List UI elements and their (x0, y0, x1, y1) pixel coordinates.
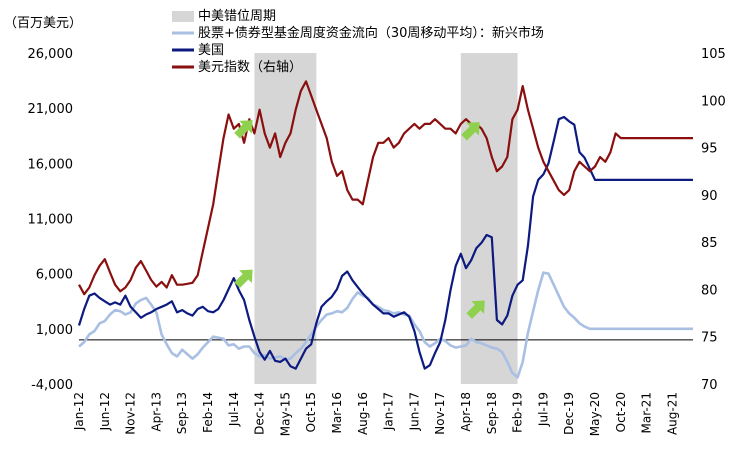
left-tick-label: 26,000 (28, 47, 74, 62)
x-tick-label: Jul-14 (227, 392, 241, 427)
annotation-arrow-2 (234, 269, 253, 288)
x-tick-label: Apr-18 (459, 392, 473, 432)
left-axis: -4,000 1,000 6,000 11,000 16,000 21,000 26,000 (28, 47, 74, 393)
x-tick-label: Nov-12 (124, 392, 138, 435)
series-line-us (77, 115, 693, 370)
x-tick-label: Jan-12 (72, 392, 86, 431)
x-tick-label: Nov-17 (433, 392, 447, 435)
x-tick-label: Feb-19 (511, 392, 525, 433)
legend-label-usd_index: 美元指数（右轴） (198, 60, 302, 75)
series-line-usd_index (78, 80, 693, 296)
x-tick-label: Sep-13 (175, 392, 189, 434)
left-tick-label: -4,000 (31, 378, 73, 393)
series-line-em_flow (78, 271, 693, 379)
legend-label-us: 美国 (198, 43, 224, 58)
x-tick-label: Aug-21 (665, 392, 679, 435)
x-tick-label: May-15 (278, 392, 292, 436)
x-tick-label: Jan-17 (382, 392, 396, 431)
x-tick-label: Jun-17 (407, 392, 421, 431)
x-tick-label: Apr-13 (149, 392, 163, 432)
left-tick-label: 21,000 (28, 102, 74, 117)
annotation-arrow-1 (234, 120, 253, 139)
x-tick-label: Mar-16 (330, 392, 344, 433)
x-tick-label: Dec-14 (253, 392, 267, 435)
shaded-period-2 (460, 53, 518, 384)
shaded-periods (254, 53, 518, 384)
x-tick-label: Dec-19 (562, 392, 576, 435)
series-layer (77, 80, 693, 379)
x-tick-label: Sep-18 (485, 392, 499, 434)
annotation-arrows (234, 120, 485, 319)
left-tick-label: 16,000 (28, 157, 74, 172)
legend-swatch-shade (172, 11, 194, 22)
x-tick-label: Mar-21 (640, 392, 654, 433)
x-tick-label: Oct-20 (614, 392, 628, 432)
right-axis: 70 75 80 85 90 95 100 105 (701, 47, 726, 393)
right-tick-label: 105 (701, 47, 726, 62)
right-tick-label: 100 (701, 94, 726, 109)
legend-label-shade: 中美错位周期 (198, 9, 276, 24)
left-tick-label: 6,000 (36, 268, 73, 283)
x-axis: Jan-12 Jun-12 Nov-12 Apr-13 Sep-13 Feb-14 Jul-… (72, 392, 679, 436)
left-tick-label: 11,000 (28, 213, 74, 228)
x-tick-label: Feb-14 (201, 392, 215, 433)
left-tick-label: 1,000 (36, 323, 73, 338)
x-tick-label: Jul-19 (536, 392, 550, 427)
x-tick-label: Aug-16 (356, 392, 370, 435)
right-tick-label: 80 (701, 283, 718, 298)
legend: 中美错位周期股票+债券型基金周度资金流向（30周移动平均）：新兴市场美国美元指数… (172, 9, 544, 75)
shaded-period-1 (254, 53, 317, 384)
x-tick-label: Oct-15 (304, 392, 318, 432)
x-tick-label: Jun-12 (98, 392, 112, 431)
left-axis-unit-label: （百万美元） (4, 16, 82, 31)
right-tick-label: 95 (701, 142, 718, 157)
annotation-arrow-3 (461, 122, 480, 141)
right-tick-label: 75 (701, 331, 718, 346)
legend-label-em_flow: 股票+债券型基金周度资金流向（30周移动平均）：新兴市场 (198, 25, 544, 41)
right-tick-label: 90 (701, 189, 718, 204)
right-tick-label: 70 (701, 378, 718, 393)
x-tick-label: May-20 (588, 392, 602, 436)
right-tick-label: 85 (701, 236, 718, 251)
annotation-arrow-4 (466, 300, 485, 319)
